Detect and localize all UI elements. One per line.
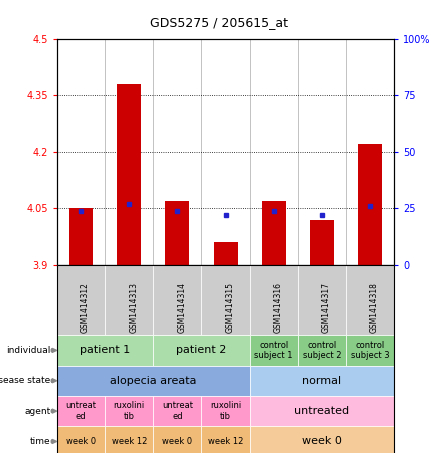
Text: ruxolini
tib: ruxolini tib (210, 401, 241, 421)
Text: alopecia areata: alopecia areata (110, 376, 197, 386)
Text: untreated: untreated (294, 406, 350, 416)
Text: control
subject 1: control subject 1 (254, 341, 293, 360)
Bar (310, 220, 334, 265)
Text: week 0: week 0 (66, 437, 96, 446)
Text: GSM1414312: GSM1414312 (81, 282, 90, 333)
Text: normal: normal (302, 376, 342, 386)
Text: control
subject 2: control subject 2 (303, 341, 341, 360)
Text: week 0: week 0 (302, 436, 342, 447)
Text: week 12: week 12 (112, 437, 147, 446)
Text: individual: individual (6, 346, 50, 355)
Text: GSM1414315: GSM1414315 (226, 282, 235, 333)
Text: ruxolini
tib: ruxolini tib (113, 401, 145, 421)
Bar (358, 144, 382, 265)
Text: time: time (30, 437, 50, 446)
Bar (213, 242, 237, 265)
Text: patient 1: patient 1 (80, 345, 130, 356)
Bar (117, 84, 141, 265)
Text: GSM1414313: GSM1414313 (129, 282, 138, 333)
Text: untreat
ed: untreat ed (66, 401, 96, 421)
Text: disease state: disease state (0, 376, 50, 385)
Text: untreat
ed: untreat ed (162, 401, 193, 421)
Text: control
subject 3: control subject 3 (351, 341, 389, 360)
Bar (69, 208, 93, 265)
Text: GSM1414318: GSM1414318 (370, 282, 379, 333)
Text: agent: agent (24, 407, 50, 415)
Text: GSM1414314: GSM1414314 (177, 282, 187, 333)
Text: week 0: week 0 (162, 437, 192, 446)
Text: GSM1414317: GSM1414317 (322, 282, 331, 333)
Text: GDS5275 / 205615_at: GDS5275 / 205615_at (150, 16, 288, 29)
Bar (261, 201, 286, 265)
Text: GSM1414316: GSM1414316 (274, 282, 283, 333)
Text: patient 2: patient 2 (176, 345, 227, 356)
Bar (165, 201, 189, 265)
Text: week 12: week 12 (208, 437, 243, 446)
